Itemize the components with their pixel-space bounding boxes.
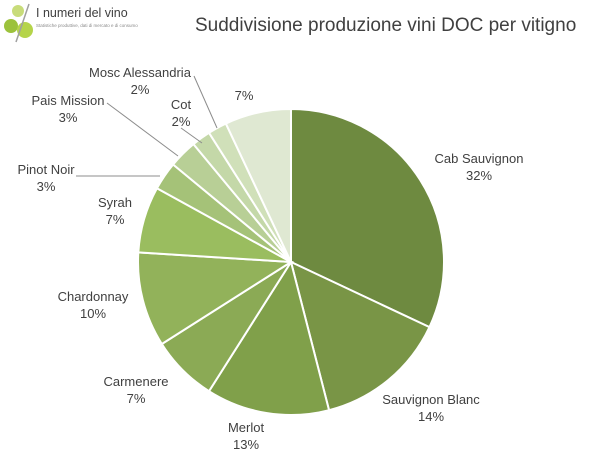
slice-label-0: Cab Sauvignon 32% (435, 151, 524, 183)
leader-line-7 (106, 102, 179, 157)
pie-slice-0 (290, 107, 445, 329)
pie-slice-1 (289, 260, 431, 412)
slice-label-9: Mosc Alessandria 2% (89, 65, 192, 97)
pie-slice-10 (224, 107, 292, 263)
grape-icon (4, 3, 33, 43)
slice-label-2: Merlot 13% (228, 420, 265, 452)
slice-label-10: 7% (235, 88, 254, 103)
chart-title: Suddivisione produzione vini DOC per vit… (195, 15, 577, 36)
brand-name: I numeri del vino (36, 6, 128, 20)
slice-label-5: Syrah 7% (98, 195, 132, 227)
slice-label-4: Chardonnay 10% (58, 289, 129, 321)
brand-logo: I numeri del vino Statistiche produttive… (0, 0, 150, 44)
brand-tagline: Statistiche produttive, dati di mercato … (36, 23, 138, 28)
slice-label-3: Carmenere 7% (103, 374, 168, 406)
slice-label-7: Pais Mission 3% (32, 93, 105, 125)
slice-label-1: Sauvignon Blanc 14% (382, 392, 480, 424)
pie-slice-4 (136, 251, 295, 346)
leader-line-9 (193, 75, 218, 129)
pie-slice-2 (207, 259, 331, 416)
leader-line-8 (180, 127, 203, 144)
slice-label-6: Pinot Noir 3% (17, 162, 75, 194)
slice-label-8: Cot 2% (171, 97, 192, 129)
